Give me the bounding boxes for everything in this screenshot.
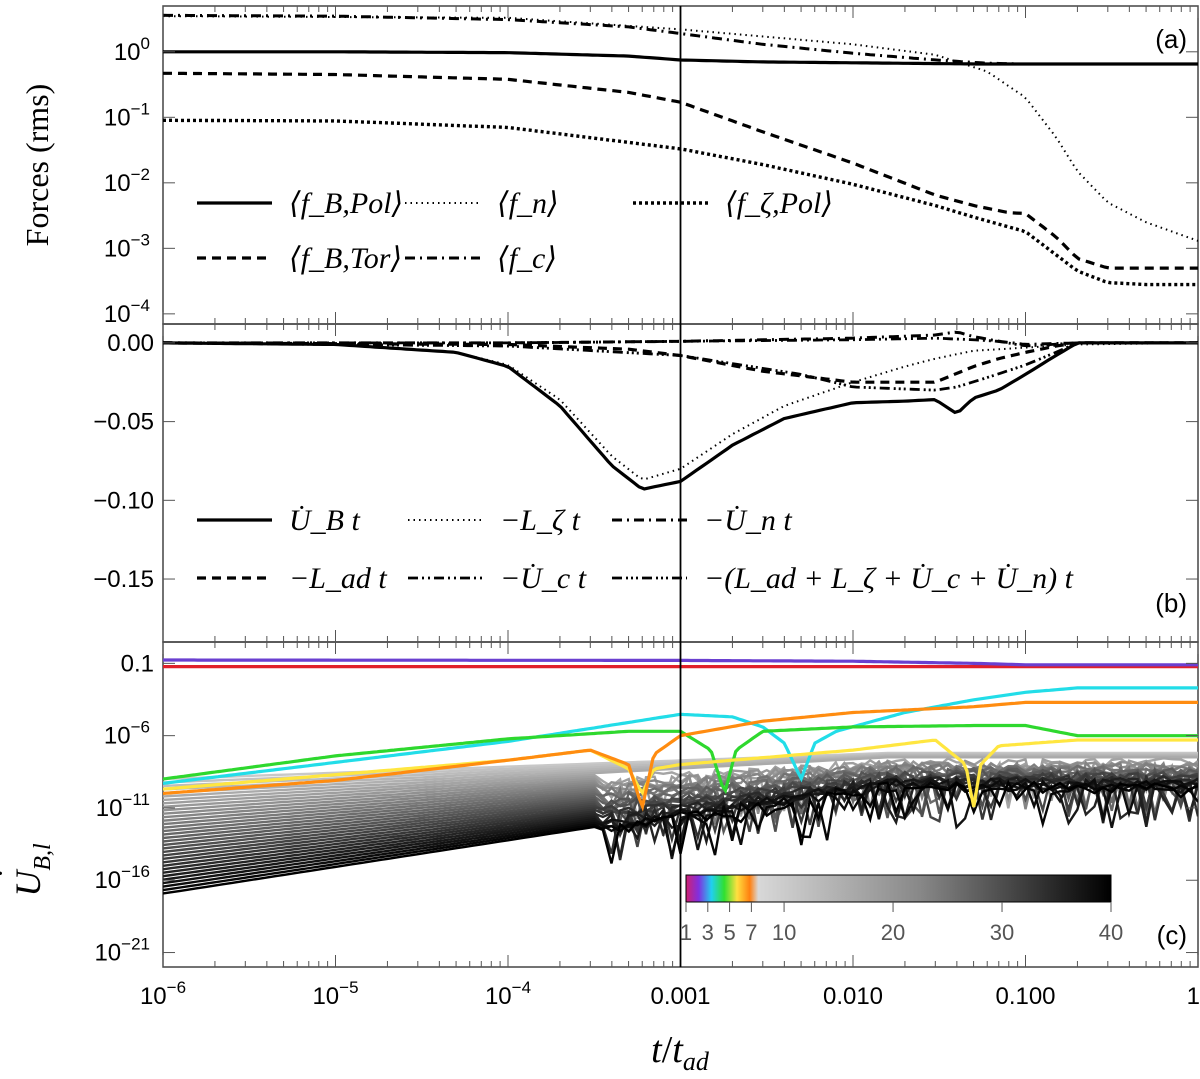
legend-b-0: U̇_B t bbox=[197, 504, 360, 537]
svg-text:⟨f_n⟩: ⟨f_n⟩ bbox=[497, 187, 559, 220]
y-axis-label-a: Forces (rms) bbox=[19, 84, 55, 247]
panel-label-a: (a) bbox=[1155, 24, 1187, 54]
legend-b-4: −U̇_c t bbox=[408, 562, 587, 595]
x-tick-1: 10−5 bbox=[312, 978, 358, 1010]
colorbar-tick-2: 5 bbox=[723, 920, 735, 945]
y-tick-c-0: 0.1 bbox=[121, 650, 154, 677]
svg-text:U̇_B t: U̇_B t bbox=[289, 504, 360, 537]
y-tick-a-0: 100 bbox=[114, 34, 150, 66]
legend-a-1: ⟨f_n⟩ bbox=[405, 187, 559, 220]
x-tick-2: 10−4 bbox=[485, 978, 531, 1010]
series-a-4 bbox=[163, 13, 1026, 66]
y-tick-a-3: 10−3 bbox=[104, 230, 150, 262]
y-tick-b-2: −0.10 bbox=[93, 487, 154, 514]
y-tick-a-4: 10−4 bbox=[104, 296, 150, 328]
legend-a-2: ⟨f_ζ,Pol⟩ bbox=[633, 187, 833, 220]
x-tick-0: 10−6 bbox=[140, 978, 186, 1010]
legend-a-0: ⟨f_B,Pol⟩ bbox=[197, 187, 403, 220]
svg-text:⟨f_B,Tor⟩: ⟨f_B,Tor⟩ bbox=[289, 242, 402, 275]
x-tick-3: 0.001 bbox=[650, 983, 710, 1010]
colorbar-tick-6: 30 bbox=[990, 920, 1014, 945]
y-tick-c-1: 10−6 bbox=[104, 718, 150, 750]
colorbar-tick-1: 3 bbox=[702, 920, 714, 945]
y-axis-label-c: UB,l · bbox=[0, 843, 56, 897]
series-a-3 bbox=[163, 71, 1198, 270]
y-tick-b-3: −0.15 bbox=[93, 566, 154, 593]
legend-a-4: ⟨f_c⟩ bbox=[405, 242, 557, 275]
x-tick-6: 1 bbox=[1187, 983, 1200, 1010]
y-tick-a-1: 10−1 bbox=[104, 99, 150, 131]
x-tick-4: 0.010 bbox=[823, 983, 883, 1010]
legend-b-5: −(L_ad + L_ζ + U̇_c + U̇_n) t bbox=[612, 562, 1074, 595]
svg-text:−U̇_n t: −U̇_n t bbox=[704, 504, 792, 537]
svg-text:−L_ζ t: −L_ζ t bbox=[500, 504, 581, 537]
legend-a-3: ⟨f_B,Tor⟩ bbox=[197, 242, 402, 275]
legend-b-2: −U̇_n t bbox=[612, 504, 792, 537]
colorbar-tick-7: 40 bbox=[1099, 920, 1123, 945]
svg-text:⟨f_ζ,Pol⟩: ⟨f_ζ,Pol⟩ bbox=[725, 187, 833, 220]
colorbar-tick-4: 10 bbox=[772, 920, 796, 945]
svg-text:⟨f_B,Pol⟩: ⟨f_B,Pol⟩ bbox=[289, 187, 403, 220]
colorbar: 1 3 5 7 10 20 30 40 bbox=[680, 874, 1123, 945]
y-tick-c-3: 10−16 bbox=[94, 862, 150, 894]
panel-label-b: (b) bbox=[1155, 588, 1187, 618]
axes-ticks: 10−6 10−5 10−4 0.001 0.010 0.100 110010−110−21… bbox=[93, 6, 1200, 1010]
colorbar-ticks: 1 3 5 7 10 20 30 40 bbox=[680, 902, 1123, 945]
svg-text:−(L_ad + L_ζ + U̇_c + U̇_n) t: −(L_ad + L_ζ + U̇_c + U̇_n) t bbox=[704, 562, 1074, 595]
colorbar-tick-3: 7 bbox=[745, 920, 757, 945]
y-tick-c-4: 10−21 bbox=[94, 935, 150, 967]
legend-b: U̇_B t −L_ζ t −U̇_n t −L_ad t −U̇_c t −(L_ad … bbox=[197, 504, 1074, 595]
svg-text:⟨f_c⟩: ⟨f_c⟩ bbox=[497, 242, 557, 275]
legend-b-3: −L_ad t bbox=[197, 562, 387, 595]
svg-text:−L_ad t: −L_ad t bbox=[289, 562, 387, 595]
svg-text:·: · bbox=[0, 869, 17, 878]
y-tick-c-2: 10−11 bbox=[96, 790, 150, 822]
x-tick-5: 0.100 bbox=[995, 983, 1055, 1010]
series-b-4 bbox=[163, 336, 1198, 348]
legend-b-1: −L_ζ t bbox=[408, 504, 581, 537]
svg-text:UB,l: UB,l bbox=[8, 843, 56, 897]
svg-text:−U̇_c t: −U̇_c t bbox=[500, 562, 587, 595]
panel-label-c: (c) bbox=[1157, 920, 1187, 950]
colorbar-tick-5: 20 bbox=[881, 920, 905, 945]
y-tick-a-2: 10−2 bbox=[104, 165, 150, 197]
y-tick-b-0: 0.00 bbox=[107, 330, 154, 357]
legend-a: ⟨f_B,Pol⟩ ⟨f_n⟩ ⟨f_ζ,Pol⟩ ⟨f_B,Tor⟩ ⟨f_c⟩ bbox=[197, 187, 833, 275]
series-b-2 bbox=[163, 330, 1198, 346]
colorbar-tick-0: 1 bbox=[680, 920, 692, 945]
y-tick-b-1: −0.05 bbox=[93, 409, 154, 436]
